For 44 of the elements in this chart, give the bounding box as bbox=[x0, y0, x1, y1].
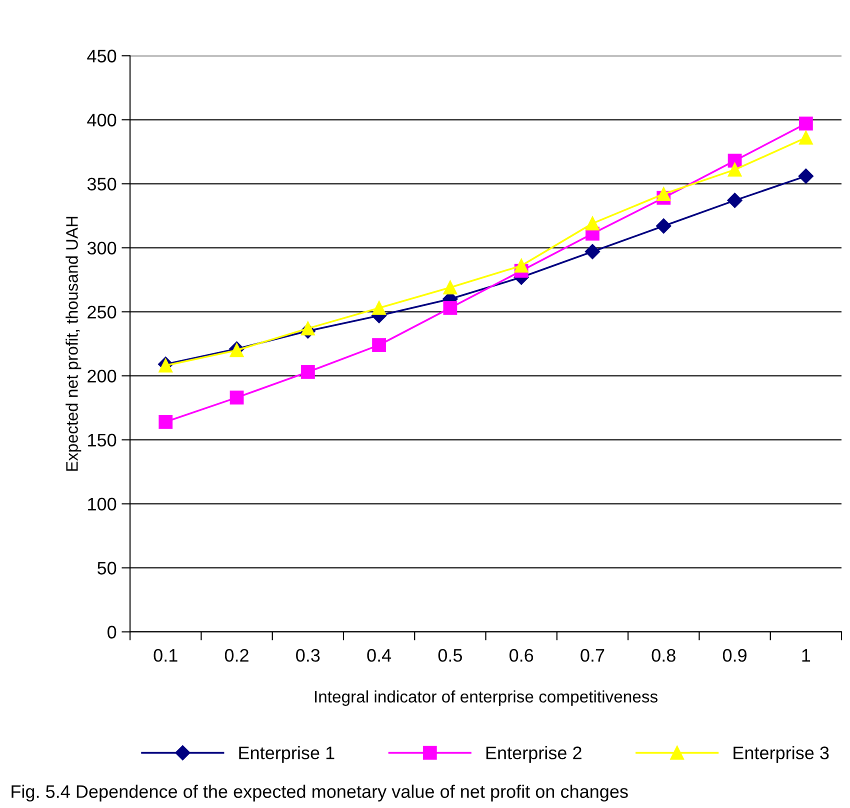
x-tick-label: 0.8 bbox=[652, 649, 676, 662]
point bbox=[798, 168, 814, 184]
caption: Fig. 5.4 Dependence of the expected monetary value of net profit on changes bbox=[12, 784, 628, 802]
point bbox=[656, 187, 671, 201]
x-tick-label: 0.5 bbox=[438, 649, 462, 662]
x-tick-label: 0.7 bbox=[580, 649, 604, 662]
point bbox=[300, 321, 315, 336]
point bbox=[584, 244, 600, 260]
legend-label: Enterprise 3 bbox=[734, 746, 829, 763]
y-axis-title: Expected net profit, thousand UAH bbox=[66, 216, 82, 471]
point bbox=[372, 338, 386, 352]
x-tick-label: 0.1 bbox=[154, 649, 178, 662]
y-tick-label: 450 bbox=[87, 50, 116, 62]
x-tick-label: 1 bbox=[802, 649, 810, 662]
y-tick-label: 100 bbox=[88, 498, 116, 511]
point bbox=[514, 258, 528, 273]
y-tick-label: 350 bbox=[87, 178, 116, 190]
point bbox=[443, 301, 458, 315]
x-tick-label: 0.9 bbox=[722, 649, 746, 662]
y-tick-label: 0 bbox=[108, 626, 116, 639]
point bbox=[158, 414, 173, 429]
point bbox=[230, 390, 244, 405]
y-tick-label: 250 bbox=[88, 306, 116, 319]
legend-label: Enterprise 2 bbox=[486, 746, 582, 763]
y-tick-label: 400 bbox=[87, 114, 116, 126]
x-tick-label: 0.3 bbox=[296, 649, 320, 662]
point bbox=[727, 192, 742, 208]
y-tick-label: 50 bbox=[97, 562, 116, 575]
y-tick-label: 300 bbox=[87, 242, 116, 255]
point bbox=[443, 280, 458, 294]
legend-label: Enterprise 1 bbox=[239, 746, 334, 763]
x-tick-label: 0.2 bbox=[224, 649, 248, 662]
y-tick-label: 200 bbox=[88, 370, 116, 383]
point bbox=[728, 162, 742, 177]
point bbox=[300, 365, 315, 379]
point bbox=[656, 218, 672, 234]
point bbox=[586, 216, 600, 230]
point bbox=[372, 301, 386, 315]
x-axis-title: Integral indicator of enterprise competitiveness bbox=[315, 690, 658, 706]
x-tick-label: 0.4 bbox=[367, 649, 392, 662]
y-tick-label: 150 bbox=[88, 434, 116, 447]
point bbox=[798, 130, 813, 145]
point bbox=[798, 116, 813, 131]
x-tick-label: 0.6 bbox=[510, 649, 534, 662]
